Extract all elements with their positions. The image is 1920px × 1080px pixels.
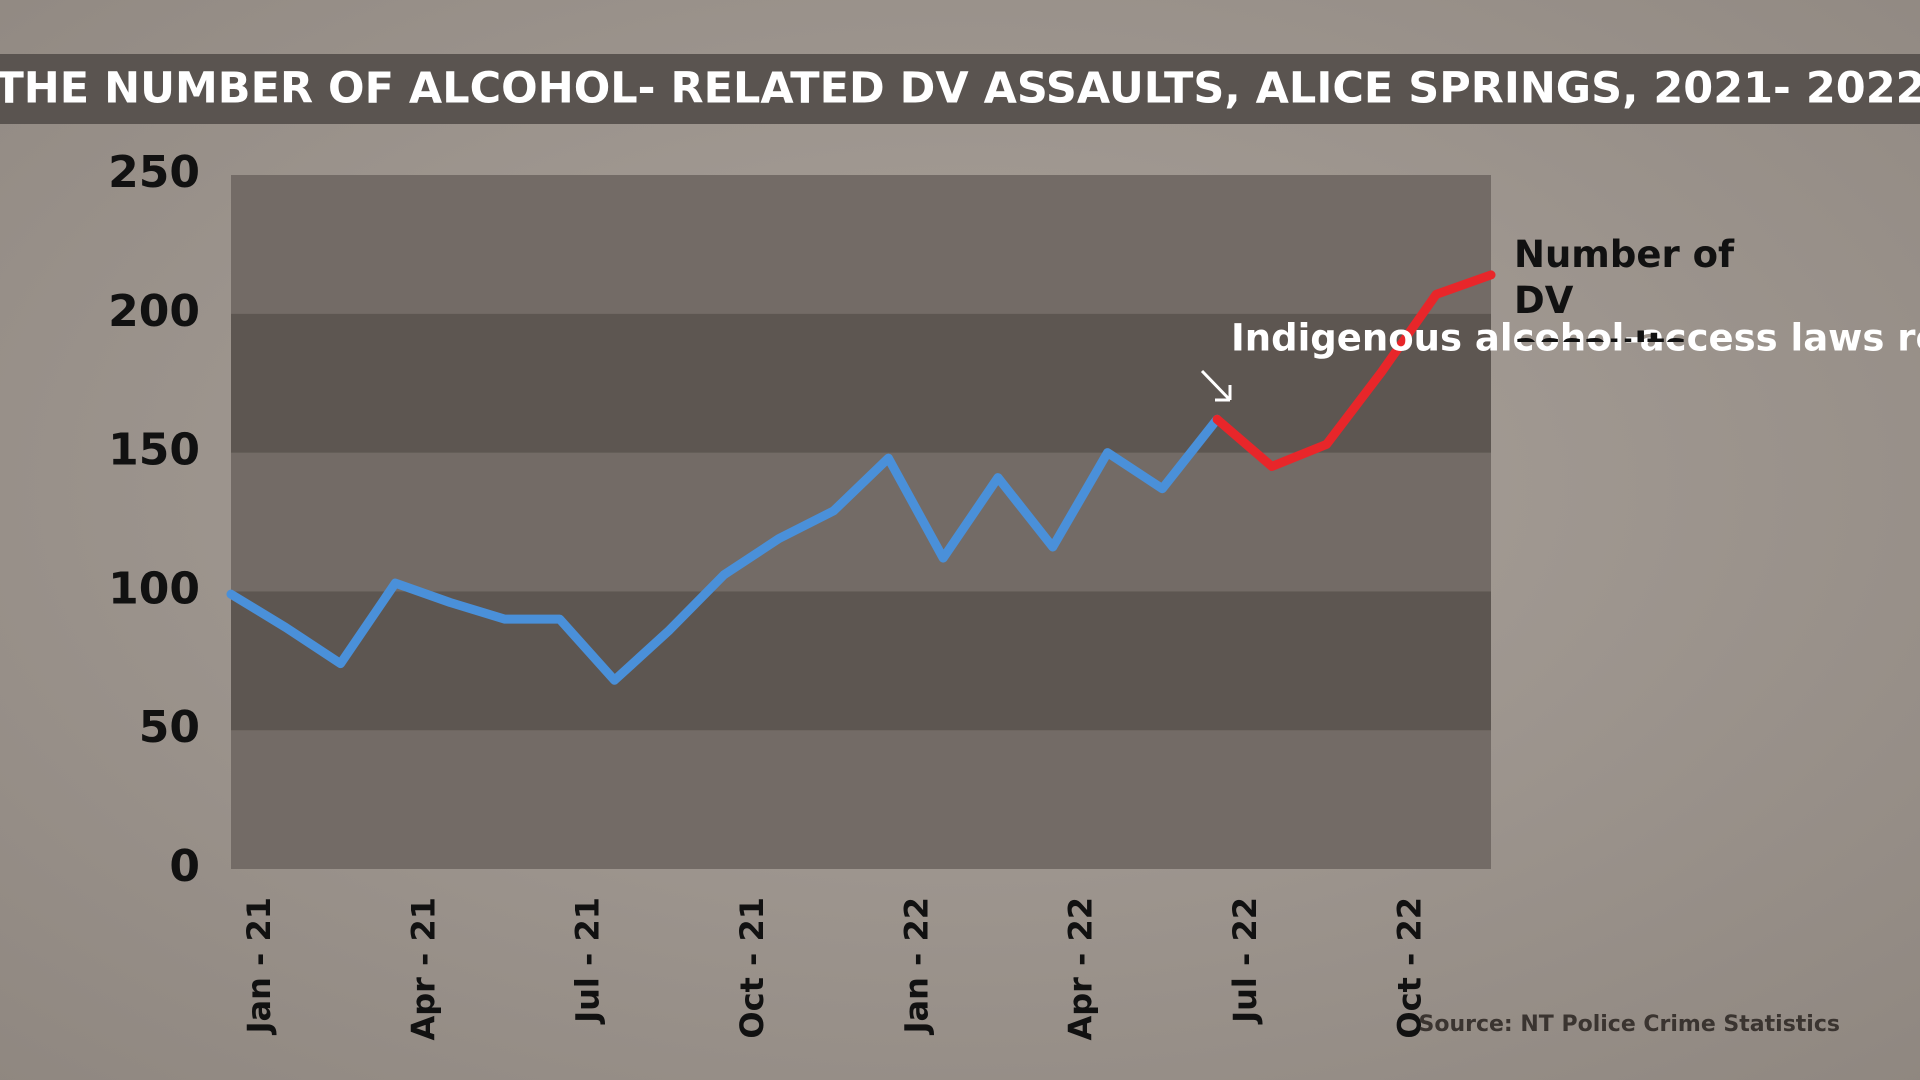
x-tick-label: Jul - 22 — [1226, 897, 1264, 1025]
x-tick-label: Apr - 22 — [1062, 897, 1100, 1041]
y-tick-label: 150 — [108, 425, 200, 476]
series-label-box: Number of DV assaults — [1514, 233, 1735, 342]
x-tick-label: Oct - 21 — [733, 897, 771, 1039]
x-tick-label: Jan - 21 — [240, 897, 278, 1035]
y-tick-label: 100 — [108, 563, 200, 614]
x-tick-label: Oct - 22 — [1390, 897, 1428, 1039]
series-line — [226, 414, 1222, 685]
annotation-arrow — [1200, 369, 1232, 402]
x-tick-label: Jan - 22 — [897, 897, 935, 1035]
chart-title: THE NUMBER OF ALCOHOL- RELATED DV ASSAUL… — [0, 64, 1920, 114]
series-line — [1212, 270, 1496, 471]
y-tick-label: 200 — [108, 286, 200, 337]
y-tick-label: 0 — [169, 841, 200, 892]
y-tick-label: 250 — [108, 147, 200, 198]
grid-band — [231, 730, 1491, 869]
grid-band — [231, 313, 1491, 453]
annotation: Indigenous alcohol-access laws relaxed, … — [1231, 317, 1920, 360]
source: Source: NT Police Crime Statistics — [1418, 1012, 1840, 1037]
series-label: Number of DV assaults — [1514, 233, 1735, 342]
title-bar — [0, 54, 1920, 124]
grid-band — [231, 175, 1491, 314]
x-tick-label: Jul - 21 — [569, 897, 607, 1025]
x-tick-label: Apr - 21 — [404, 897, 442, 1041]
grid-band — [231, 591, 1491, 731]
grid-band — [231, 452, 1491, 592]
y-tick-label: 50 — [139, 702, 200, 753]
